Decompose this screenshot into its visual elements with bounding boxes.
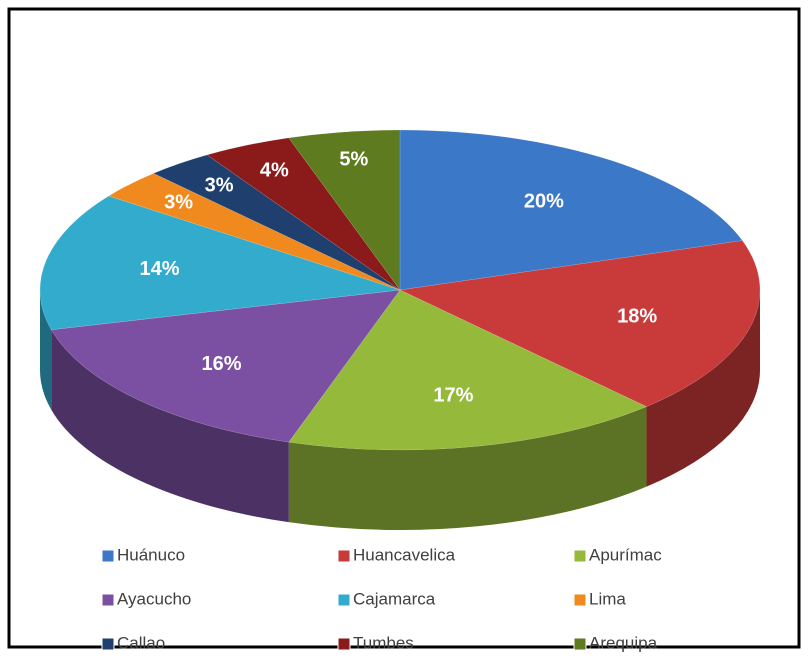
- legend-swatch: [101, 637, 115, 651]
- legend-label: Arequipa: [589, 633, 658, 652]
- slice: [50, 289, 401, 443]
- slice-side-shade: [51, 329, 289, 523]
- slice-side: [40, 290, 52, 410]
- slice-side: [51, 329, 289, 523]
- legend-label: Huánuco: [117, 545, 185, 564]
- data-label: 3%: [205, 175, 234, 197]
- legend-swatch: [573, 637, 587, 651]
- legend-label: Lima: [589, 589, 626, 608]
- legend-label: Huancavelica: [353, 545, 456, 564]
- slice: [152, 154, 401, 291]
- legend-swatch: [101, 593, 115, 607]
- legend-swatch: [337, 593, 351, 607]
- data-label: 18%: [617, 305, 657, 327]
- slice: [39, 195, 401, 331]
- data-label: 20%: [524, 190, 564, 212]
- legend-swatch: [101, 549, 115, 563]
- data-label: 3%: [164, 192, 193, 214]
- slice-side: [646, 290, 760, 487]
- slice: [288, 129, 401, 291]
- legend-swatch: [573, 593, 587, 607]
- data-label: 16%: [202, 353, 242, 375]
- legend-label: Tumbes: [353, 633, 414, 652]
- legend-label: Ayacucho: [117, 589, 191, 608]
- slice: [288, 289, 648, 451]
- slice-side: [288, 406, 647, 530]
- legend-label: Cajamarca: [353, 589, 436, 608]
- data-label: 17%: [433, 384, 473, 406]
- legend-label: Callao: [117, 633, 165, 652]
- legend-swatch: [337, 637, 351, 651]
- legend-swatch: [337, 549, 351, 563]
- legend-label: Apurímac: [589, 545, 662, 564]
- legend-swatch: [573, 549, 587, 563]
- slice: [399, 129, 743, 291]
- data-label: 5%: [339, 149, 368, 171]
- data-label: 4%: [260, 160, 289, 182]
- slice: [206, 137, 401, 291]
- slice-side-shade: [40, 290, 52, 410]
- data-label: 14%: [140, 258, 180, 280]
- slice-side-shade: [646, 290, 760, 487]
- slice: [108, 173, 401, 291]
- slice: [399, 240, 761, 407]
- slice-side-shade: [288, 406, 647, 530]
